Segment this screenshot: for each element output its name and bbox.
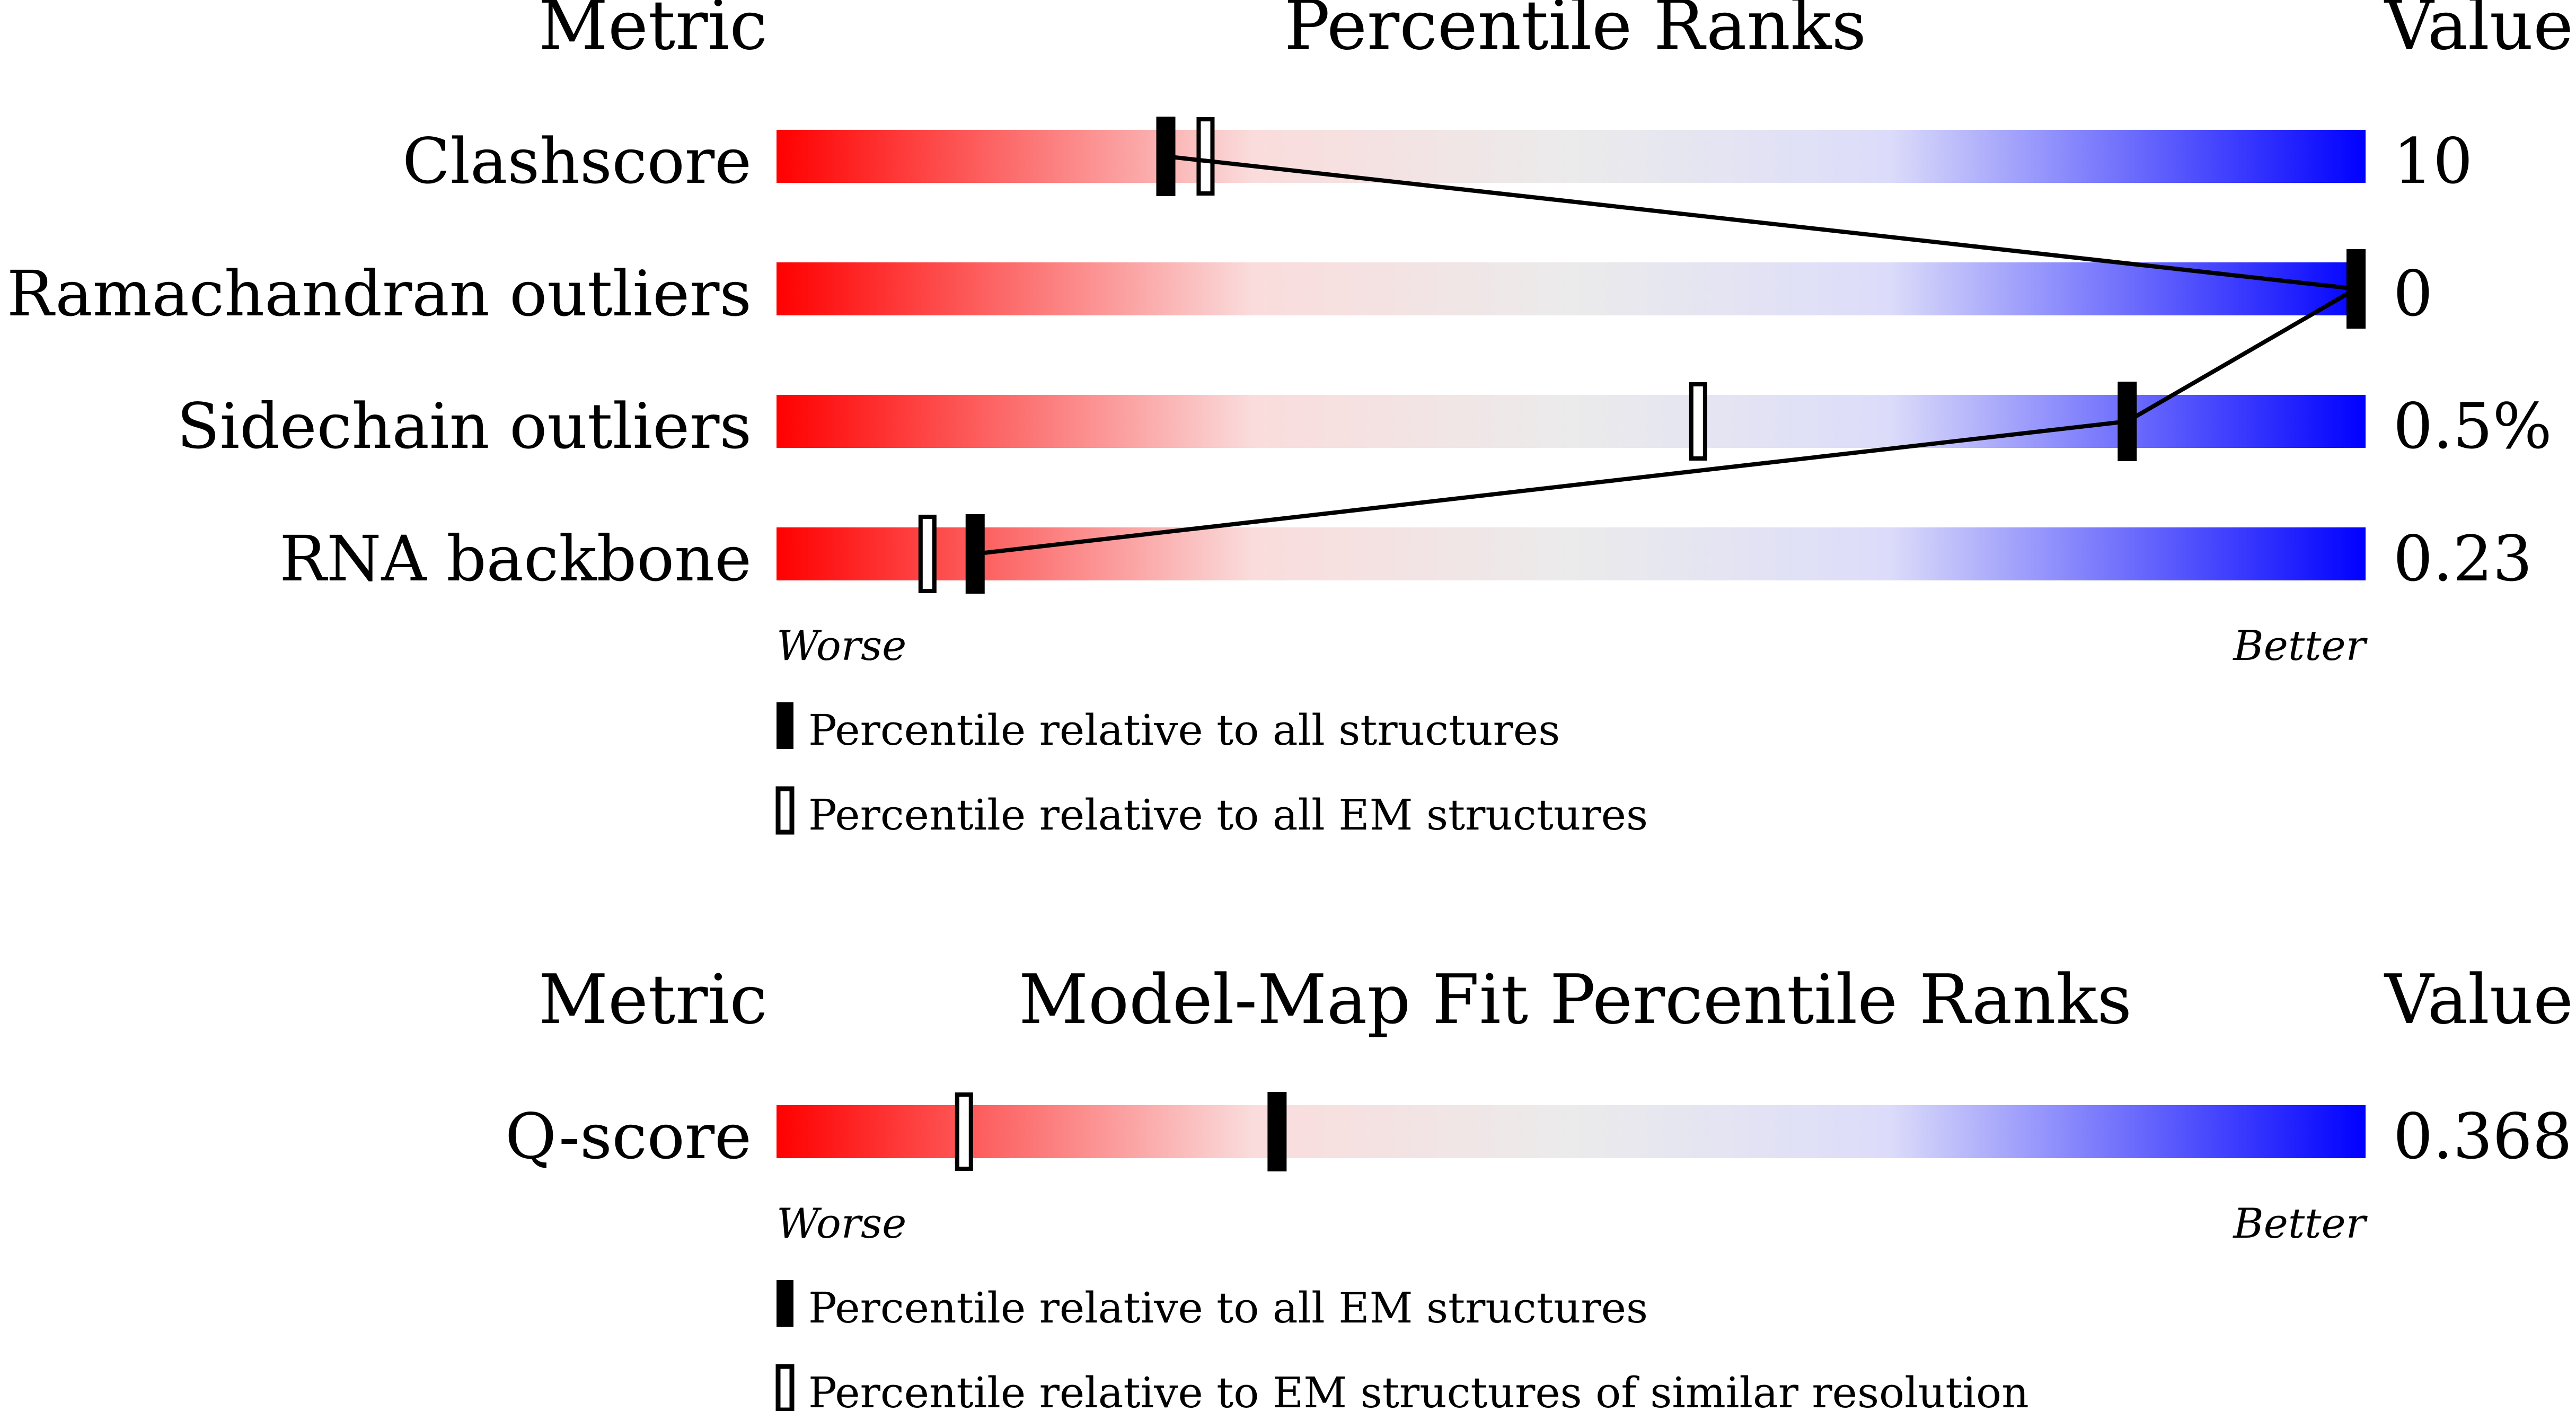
rank-bar-ramachandran <box>777 262 2366 315</box>
axis-worse-label: Worse <box>777 622 906 670</box>
legend-label-similar-resolution: Percentile relative to EM structures of … <box>808 1368 2029 1411</box>
legend-label-em: Percentile relative to all EM structures <box>808 790 1648 840</box>
value-clashscore: 10 <box>2393 125 2473 198</box>
marker-secondary-sidechain-outliers <box>1689 382 1707 461</box>
metric-label-rna-backbone: RNA backbone <box>279 522 752 595</box>
value-ramachandran: 0 <box>2393 257 2433 330</box>
axis-worse-label-2: Worse <box>777 1200 906 1248</box>
axis-better-label: Better <box>2232 622 2368 670</box>
marker-all-clashscore <box>1156 117 1176 196</box>
value-sidechain: 0.5% <box>2393 390 2552 463</box>
percentile-markers-2 <box>955 1092 1287 1171</box>
axis-better-label-2: Better <box>2232 1200 2368 1248</box>
percentile-markers <box>918 117 2366 594</box>
marker-secondary-q-score <box>955 1092 973 1171</box>
chart-title: Percentile Ranks <box>1284 0 1866 65</box>
marker-secondary-clashscore <box>1196 117 1215 196</box>
legend-label-all-em: Percentile relative to all EM structures <box>808 1283 1648 1333</box>
metric-header: Metric <box>539 0 767 65</box>
metric-label-ramachandran: Ramachandran outliers <box>7 257 752 330</box>
rank-bar-clashscore <box>777 130 2366 183</box>
marker-all-rna-backbone <box>965 514 985 594</box>
marker-all-ramachandran-outliers <box>2346 249 2366 329</box>
value-header: Value <box>2384 0 2573 65</box>
rank-bar-rna-backbone <box>777 527 2366 580</box>
value-q-score: 0.368 <box>2393 1100 2572 1173</box>
percentile-connector-line <box>975 154 2363 556</box>
legend-label-all: Percentile relative to all structures <box>808 706 1560 755</box>
model-map-fit-chart: Metric Model-Map Fit Percentile Ranks Va… <box>505 960 2573 1411</box>
legend-filled-marker-2 <box>777 1280 793 1327</box>
rank-bar-q-score <box>777 1105 2366 1158</box>
marker-all-q-score <box>1267 1092 1287 1171</box>
geometry-chart: Metric Percentile Ranks Value Clashscore… <box>7 0 2573 840</box>
value-header-2: Value <box>2384 960 2573 1039</box>
rank-bar-sidechain <box>777 395 2366 448</box>
metric-label-sidechain: Sidechain outliers <box>177 390 752 463</box>
marker-secondary-rna-backbone <box>918 515 937 593</box>
legend-filled-marker <box>777 702 793 749</box>
chart-title-2: Model-Map Fit Percentile Ranks <box>1019 960 2132 1039</box>
metric-label-clashscore: Clashscore <box>402 125 752 198</box>
metric-label-q-score: Q-score <box>505 1100 752 1173</box>
legend-hollow-marker <box>775 786 795 835</box>
metric-header-2: Metric <box>539 960 767 1039</box>
marker-all-sidechain-outliers <box>2118 382 2137 461</box>
legend-hollow-marker-2 <box>775 1364 795 1411</box>
value-rna-backbone: 0.23 <box>2393 522 2533 595</box>
